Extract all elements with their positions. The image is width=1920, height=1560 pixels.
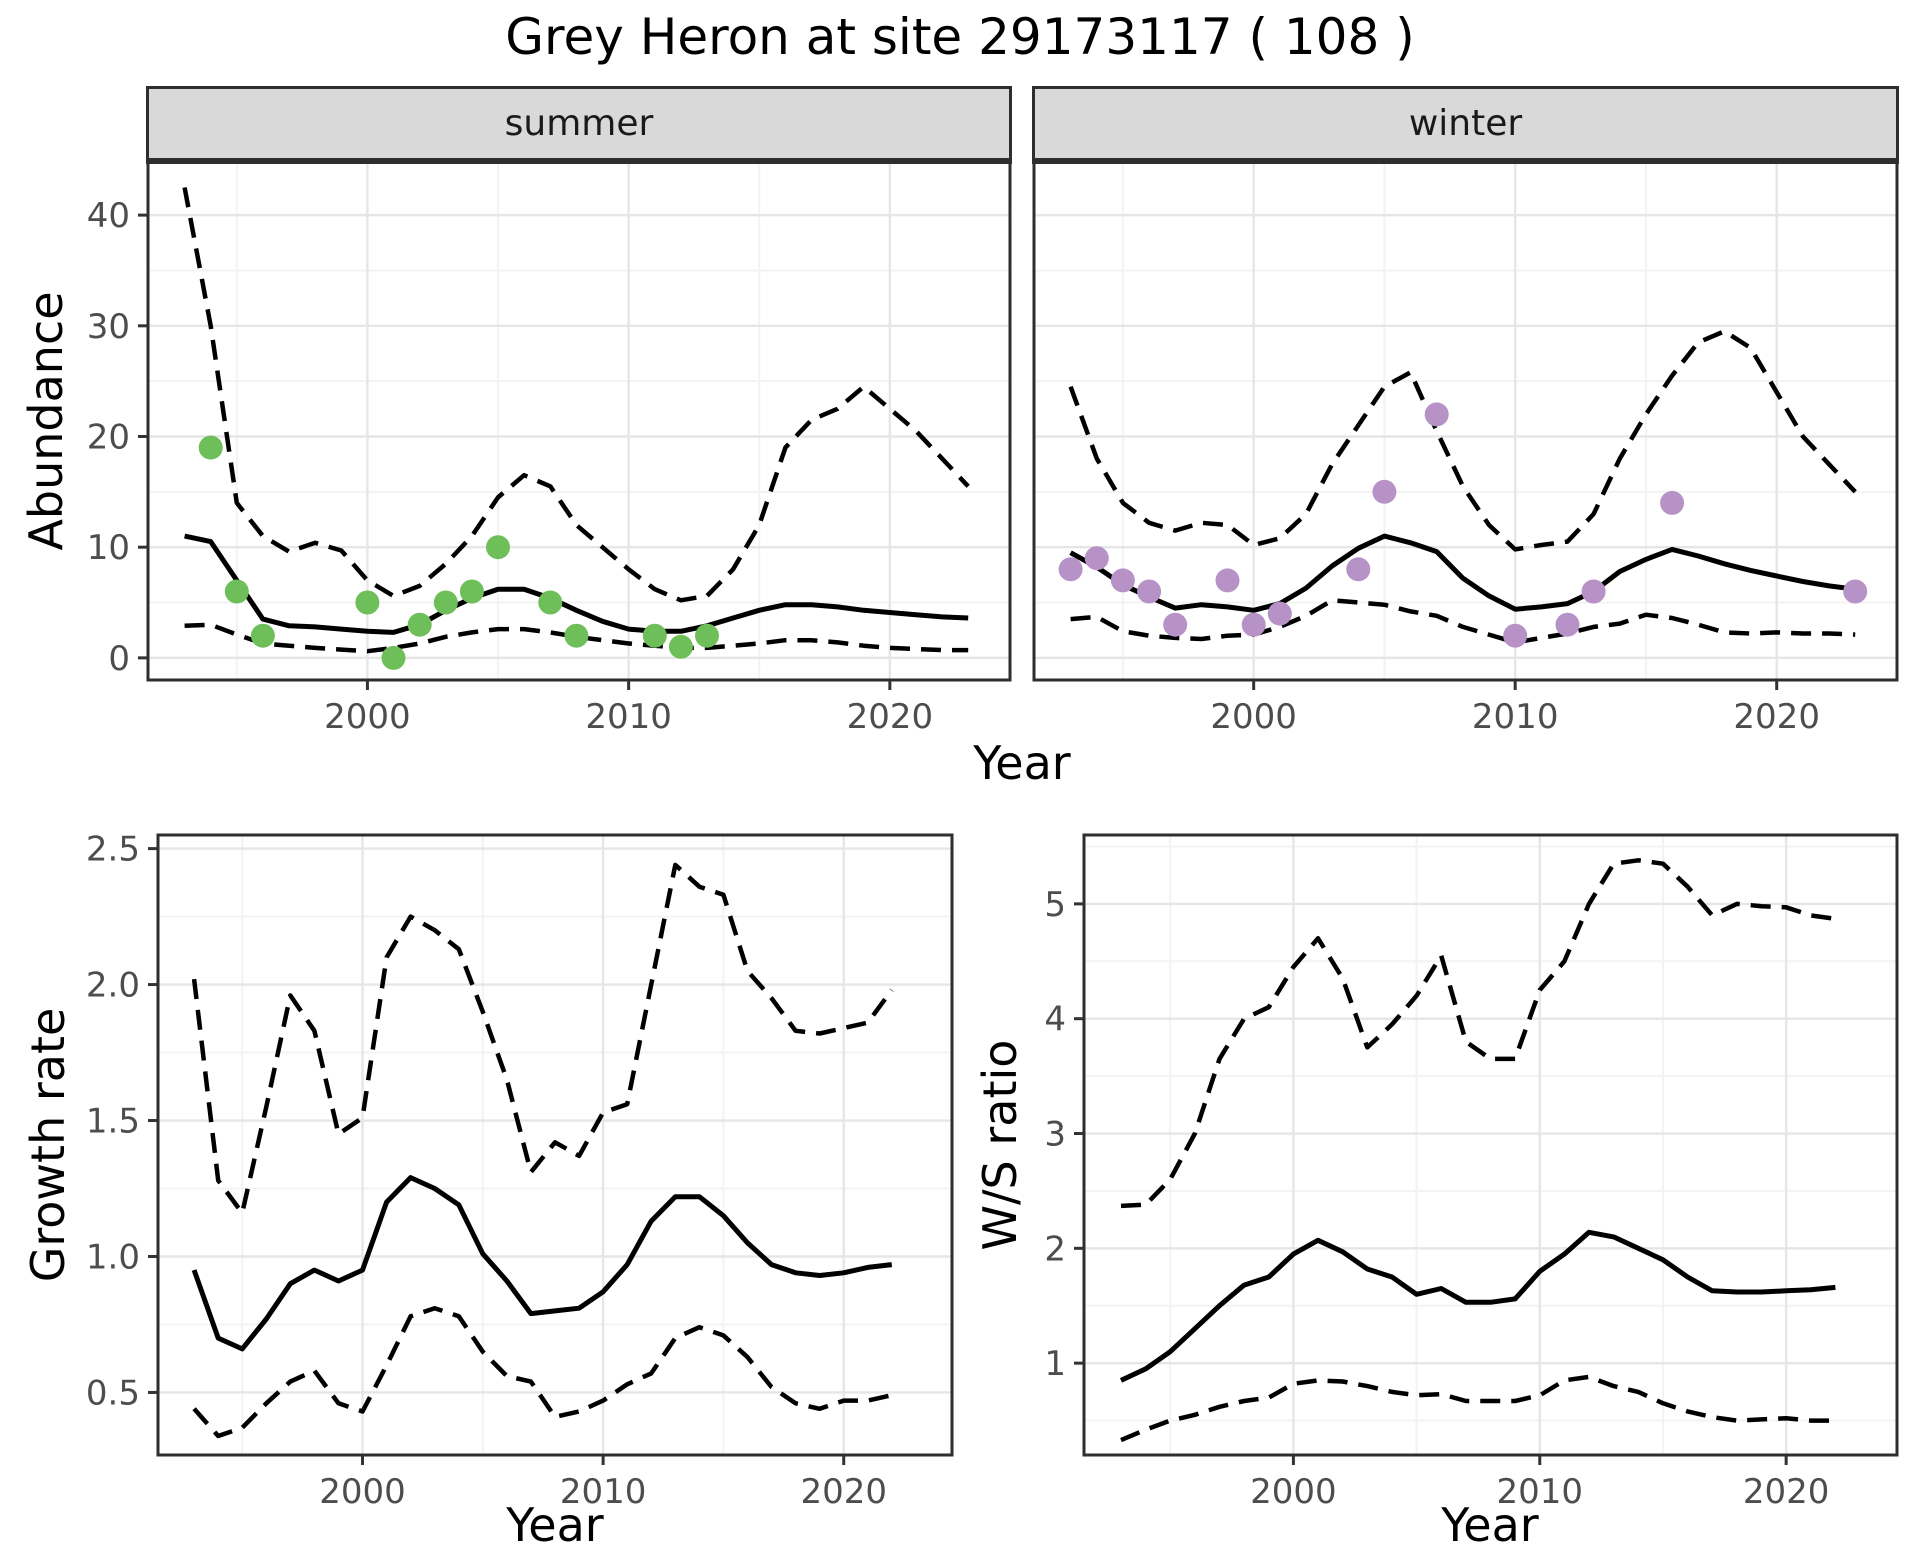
winter-panel-background xyxy=(1034,162,1897,680)
ws-year-axis-label: Year xyxy=(1441,1498,1539,1552)
summer-panel-background xyxy=(148,162,1010,680)
growth-x-tick-label: 2020 xyxy=(800,1472,887,1512)
summer-observed-point xyxy=(198,435,223,460)
summer-observed-point xyxy=(407,612,432,637)
winter-observed-point xyxy=(1137,579,1162,604)
ws-x-tick-label: 2020 xyxy=(1743,1472,1830,1512)
summer-observed-point xyxy=(538,590,563,615)
facet-strip-summer: summer xyxy=(146,86,1012,164)
growth-mean-line xyxy=(191,1175,893,1352)
summer-observed-point xyxy=(250,623,275,648)
summer-y-tick-label: 20 xyxy=(87,417,130,457)
summer-observed-point xyxy=(224,579,249,604)
ws-y-tick-label: 2 xyxy=(1044,1229,1066,1269)
summer-observed-point xyxy=(459,579,484,604)
growth-y-tick-label: 0.5 xyxy=(86,1373,140,1413)
growth-rate-axis-label: Growth rate xyxy=(21,1007,75,1283)
growth-y-tick-label: 1.0 xyxy=(86,1237,140,1277)
winter-observed-point xyxy=(1503,623,1528,648)
summer-y-tick-label: 30 xyxy=(87,307,130,347)
ws-panel-border xyxy=(1082,833,1899,1457)
summer-y-tick-label: 0 xyxy=(108,639,130,679)
ws-y-tick-label: 5 xyxy=(1044,885,1066,925)
ws-x-tick-label: 2000 xyxy=(1250,1472,1337,1512)
growth-upper_bound-line xyxy=(191,862,894,1216)
ws-y-tick-label: 4 xyxy=(1044,1000,1066,1040)
winter-observed-point xyxy=(1372,479,1397,504)
growth-panel-border xyxy=(156,833,954,1457)
ws-lower_bound-line xyxy=(1120,1374,1836,1443)
winter-observed-point xyxy=(1581,579,1606,604)
summer-observed-point xyxy=(433,590,458,615)
growth-x-tick-label: 2010 xyxy=(560,1472,647,1512)
winter-x-tick-label: 2000 xyxy=(1210,697,1297,737)
summer-observed-point xyxy=(381,645,406,670)
growth-y-tick-label: 2.0 xyxy=(86,966,140,1006)
winter-x-tick-label: 2010 xyxy=(1472,697,1559,737)
summer-observed-point xyxy=(642,623,667,648)
winter-observed-point xyxy=(1215,568,1240,593)
facet-strip-summer-label: summer xyxy=(504,103,654,144)
summer-x-tick-label: 2010 xyxy=(585,697,672,737)
summer-y-tick-label: 10 xyxy=(87,528,130,568)
growth-year-axis-label: Year xyxy=(506,1498,604,1552)
winter-observed-point xyxy=(1424,402,1449,427)
summer-x-tick-label: 2020 xyxy=(847,697,934,737)
winter-observed-point xyxy=(1163,612,1188,637)
winter-observed-point xyxy=(1110,568,1135,593)
winter-lower_bound-line xyxy=(1070,598,1856,645)
plot-title: Grey Heron at site 29173117 ( 108 ) xyxy=(505,8,1415,66)
ws-x-tick-label: 2010 xyxy=(1497,1472,1584,1512)
summer-y-tick-label: 40 xyxy=(87,196,130,236)
summer-upper_bound-line xyxy=(182,187,970,603)
ws-ratio-axis-label: W/S ratio xyxy=(973,1039,1027,1251)
winter-observed-point xyxy=(1843,579,1868,604)
facet-strip-winter-label: winter xyxy=(1408,103,1523,144)
summer-observed-point xyxy=(564,623,589,648)
summer-observed-point xyxy=(355,590,380,615)
summer-observed-point xyxy=(486,535,510,560)
winter-observed-point xyxy=(1346,557,1371,582)
growth-lower_bound-line xyxy=(192,1305,893,1439)
winter-observed-point xyxy=(1660,490,1685,515)
top-year-axis-label: Year xyxy=(973,736,1071,790)
winter-observed-point xyxy=(1084,546,1109,571)
winter-observed-point xyxy=(1241,612,1266,637)
summer-observed-point xyxy=(668,634,693,659)
summer-lower_bound-line xyxy=(184,622,969,654)
ws-upper_bound-line xyxy=(1120,858,1836,1209)
facet-strip-winter: winter xyxy=(1032,86,1899,164)
winter-observed-point xyxy=(1267,601,1292,626)
winter-observed-point xyxy=(1555,612,1580,637)
summer-mean-line xyxy=(184,533,969,635)
ws-y-tick-label: 3 xyxy=(1044,1115,1066,1155)
growth-y-tick-label: 1.5 xyxy=(86,1102,140,1142)
abundance-axis-label: Abundance xyxy=(19,291,73,551)
summer-x-tick-label: 2000 xyxy=(324,697,411,737)
summer-observed-point xyxy=(695,623,719,648)
winter-observed-point xyxy=(1058,557,1083,582)
ws-mean-line xyxy=(1119,1229,1836,1383)
ws-panel-background xyxy=(1084,835,1897,1455)
winter-x-tick-label: 2020 xyxy=(1733,697,1820,737)
winter-mean-line xyxy=(1069,533,1856,613)
growth-y-tick-label: 2.5 xyxy=(86,830,140,870)
ws-y-tick-label: 1 xyxy=(1044,1344,1066,1384)
growth-x-tick-label: 2000 xyxy=(319,1472,406,1512)
